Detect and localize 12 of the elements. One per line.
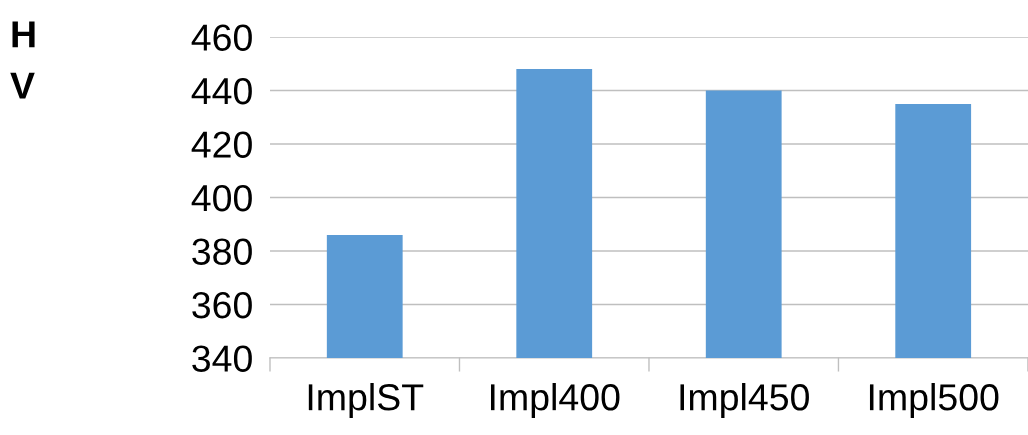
x-tick-label: Impl400 bbox=[490, 383, 620, 418]
x-tick-label: Impl450 bbox=[680, 383, 809, 418]
y-tick-label: 420 bbox=[191, 131, 252, 158]
y-axis-title: H V bbox=[10, 21, 35, 99]
x-tick-label: Impl500 bbox=[869, 383, 999, 418]
y-tick-label: 440 bbox=[191, 77, 252, 105]
y-tick-label: 360 bbox=[192, 291, 252, 319]
y-tick-label: 400 bbox=[191, 184, 252, 212]
y-tick-label: 460 bbox=[191, 24, 252, 51]
x-tick-label: ImplST bbox=[308, 383, 424, 418]
y-tick-label: 380 bbox=[192, 238, 252, 265]
y-tick-label: 340 bbox=[192, 345, 252, 372]
